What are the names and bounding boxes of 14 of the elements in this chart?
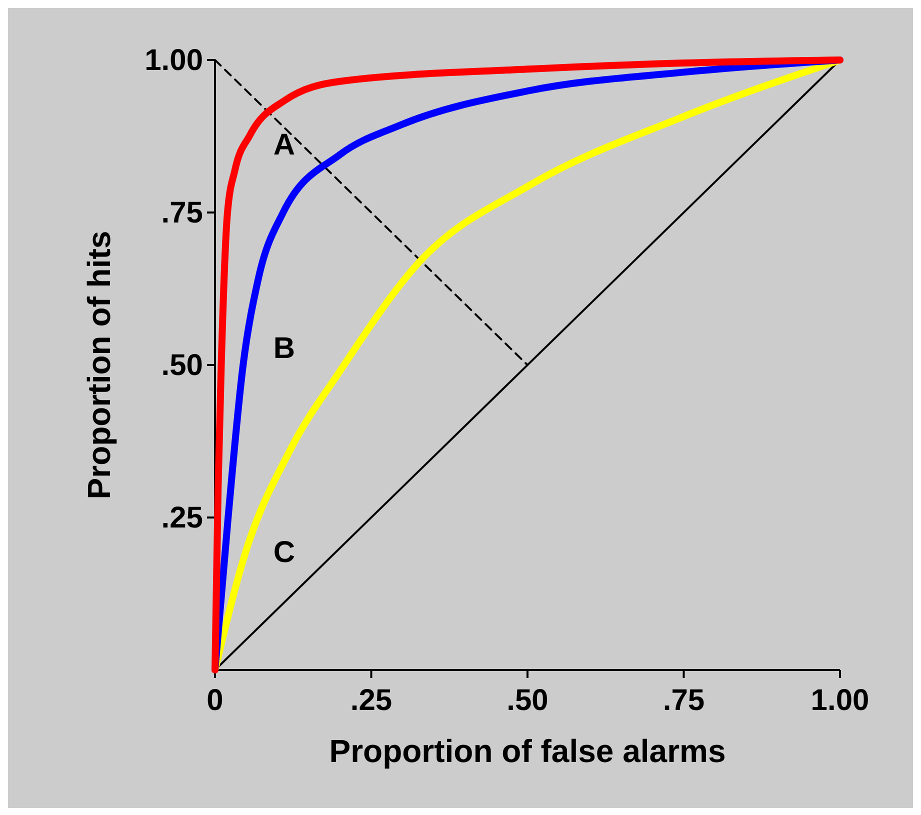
y-tick-label: 1.00 xyxy=(144,44,203,77)
y-tick-label: .25 xyxy=(161,502,203,534)
y-axis-title: Proportion of hits xyxy=(81,230,117,500)
x-tick-label: .25 xyxy=(350,684,392,717)
series-label: A xyxy=(273,128,296,162)
x-tick-label: 1.00 xyxy=(810,684,870,717)
y-tick-label: .50 xyxy=(161,349,203,382)
series-label: B xyxy=(273,332,296,366)
y-tick-label: .75 xyxy=(161,196,203,230)
series-label: C xyxy=(273,536,296,570)
x-axis-title: Proportion of false alarms xyxy=(329,733,726,769)
x-tick-label: .50 xyxy=(506,684,548,717)
x-tick-label: .75 xyxy=(662,684,705,717)
x-tick-label: 0 xyxy=(206,684,224,717)
